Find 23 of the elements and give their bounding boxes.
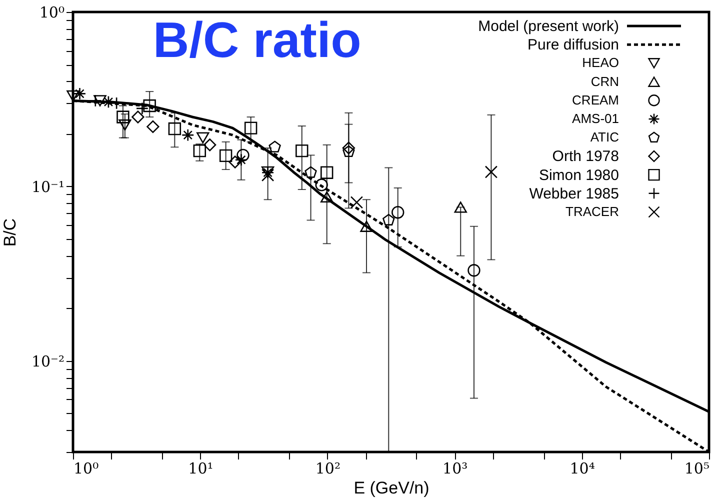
x-tick-label: 10⁵ [684, 460, 710, 478]
x-tick-label: 10⁴ [570, 460, 595, 478]
legend-label: Model (present work) [478, 18, 619, 35]
legend-label: AMS-01 [572, 111, 619, 126]
legend-label: Orth 1978 [552, 148, 619, 166]
legend-label: CREAM [572, 92, 619, 108]
y-tick-label: 10⁻² [31, 352, 64, 370]
legend-label: Pure diffusion [528, 36, 619, 54]
x-axis-title: E (GeV/n) [354, 478, 430, 498]
legend-label: Webber 1985 [529, 185, 619, 202]
y-tick-label: 10⁰ [39, 4, 64, 22]
x-tick-label: 10¹ [188, 460, 214, 478]
legend-label: Simon 1980 [538, 166, 619, 184]
y-axis-title: B/C [0, 218, 20, 247]
x-tick-label: 10² [315, 460, 340, 478]
legend-label: CRN [590, 74, 619, 89]
x-tick-label: 10³ [442, 460, 468, 478]
legend-label: HEAO [582, 55, 619, 70]
legend-label: TRACER [566, 204, 619, 219]
x-tick-label: 10⁰ [74, 460, 99, 478]
legend-label: ATIC [590, 130, 619, 145]
y-tick-label: 10⁻¹ [31, 178, 64, 196]
chart-title: B/C ratio [153, 12, 362, 68]
